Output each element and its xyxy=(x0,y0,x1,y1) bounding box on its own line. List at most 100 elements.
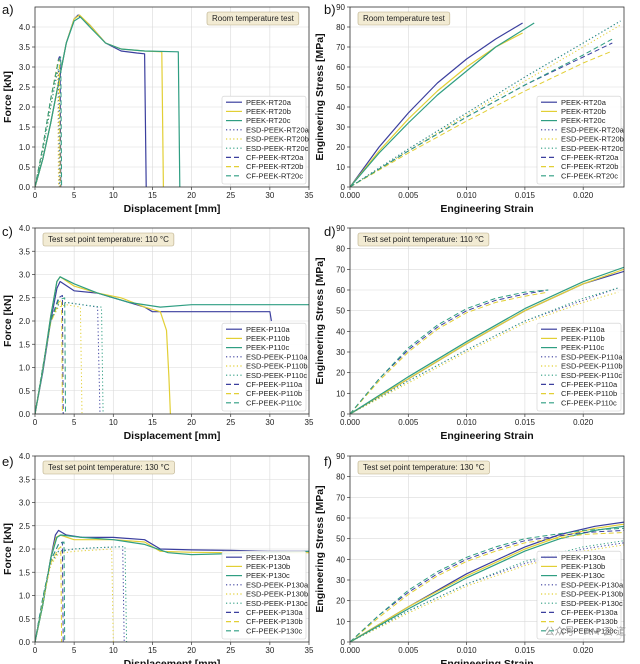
tick-label-y: 2.0 xyxy=(19,103,31,112)
panel-label: a) xyxy=(2,2,14,17)
tick-label-y: 4.0 xyxy=(19,224,31,233)
condition-text: Room temperature test xyxy=(212,14,295,23)
condition-box: Test set point temperature: 110 °C xyxy=(42,232,175,247)
legend-entry: ESD-PEEK-P110c xyxy=(246,371,307,380)
legend: PEEK-P110aPEEK-P110bPEEK-P110cESD-PEEK-P… xyxy=(221,322,308,412)
tick-label-x: 30 xyxy=(265,418,274,427)
condition-box: Test set point temperature: 110 °C xyxy=(357,232,490,247)
series-line-peek-rt20c xyxy=(35,16,181,187)
series-group xyxy=(35,529,309,642)
tick-label-x: 15 xyxy=(148,191,157,200)
legend-entry: PEEK-P130c xyxy=(246,571,290,580)
tick-label-y: 0.5 xyxy=(19,615,31,624)
legend-box xyxy=(221,550,307,640)
tick-label-y: 40 xyxy=(336,327,345,336)
tick-label-x: 15 xyxy=(148,418,157,427)
tick-label-y: 40 xyxy=(336,103,345,112)
plot-frame xyxy=(349,6,625,188)
tick-label-y: 3.5 xyxy=(19,475,31,484)
series-line-cf-peek-p130b xyxy=(350,532,624,642)
tick-label-x: 10 xyxy=(109,646,118,655)
legend: PEEK-RT20aPEEK-RT20bPEEK-RT20cESD-PEEK-R… xyxy=(536,95,625,185)
panel-label: f) xyxy=(324,454,332,469)
tick-label-x: 30 xyxy=(265,646,274,655)
tick-label-x: 0.020 xyxy=(573,646,594,655)
tick-label-x: 35 xyxy=(305,646,314,655)
x-axis-label: Engineering Strain xyxy=(440,658,533,664)
legend-entry: CF-PEEK-RT20a xyxy=(246,153,304,162)
tick-label-y: 0.0 xyxy=(19,638,31,647)
tick-label-x: 20 xyxy=(187,191,196,200)
chart-panel-b: b) 0.000 0.005 0.010 0.015 0.020 0 10 20 30 40 50 60… xyxy=(314,2,625,215)
condition-text: Test set point temperature: 110 °C xyxy=(48,235,169,244)
legend-entry: ESD-PEEK-P110a xyxy=(246,352,308,361)
tick-label-y: 0 xyxy=(341,638,346,647)
legend-entry: PEEK-P130a xyxy=(561,553,606,562)
legend-entry: CF-PEEK-RT20b xyxy=(561,162,618,171)
legend-entry: ESD-PEEK-P130c xyxy=(246,599,308,608)
tick-label-y: 80 xyxy=(336,473,345,482)
series-line-cf-peek-p110c xyxy=(35,297,66,414)
tick-label-x: 0.015 xyxy=(515,191,536,200)
tick-label-y: 50 xyxy=(336,307,345,316)
series-line-cf-peek-p110b xyxy=(350,291,549,414)
legend-entry: PEEK-RT20b xyxy=(561,107,606,116)
series-line-esd-peek-rt20c xyxy=(350,20,621,187)
series-group xyxy=(350,266,624,414)
condition-box-bg xyxy=(357,232,490,247)
tick-label-x: 0.015 xyxy=(515,418,536,427)
tick-label-x: 0.020 xyxy=(573,191,594,200)
tick-label-y: 50 xyxy=(336,83,345,92)
series-line-peek-p130b xyxy=(350,523,624,642)
tick-label-x: 0.015 xyxy=(515,646,536,655)
y-axis-label: Force [kN] xyxy=(2,523,14,575)
tick-label-x: 0.000 xyxy=(340,191,361,200)
legend-entry: CF-PEEK-RT20c xyxy=(246,171,303,180)
plot-frame xyxy=(34,455,310,643)
legend-entry: CF-PEEK-P130b xyxy=(561,617,618,626)
tick-label-y: 2.0 xyxy=(19,317,31,326)
tick-label-x: 0.005 xyxy=(398,646,419,655)
series-line-cf-peek-p130c xyxy=(350,527,624,642)
series-line-peek-rt20c xyxy=(350,22,535,187)
legend-entry: ESD-PEEK-P110a xyxy=(561,352,623,361)
legend: PEEK-P110aPEEK-P110bPEEK-P110cESD-PEEK-P… xyxy=(536,322,623,412)
tick-label-x: 25 xyxy=(226,646,235,655)
series-line-peek-p130c xyxy=(350,525,624,642)
tick-label-x: 0.005 xyxy=(398,418,419,427)
series-line-cf-peek-rt20b xyxy=(350,50,613,187)
tick-label-y: 10 xyxy=(336,163,345,172)
tick-label-y: 3.5 xyxy=(19,43,31,52)
condition-box: Test set point temperature: 130 °C xyxy=(357,460,490,475)
series-group xyxy=(350,20,621,187)
legend-entry: ESD-PEEK-RT20a xyxy=(561,125,625,134)
tick-label-y: 70 xyxy=(336,43,345,52)
tick-label-x: 35 xyxy=(305,191,314,200)
legend: PEEK-RT20aPEEK-RT20bPEEK-RT20cESD-PEEK-R… xyxy=(221,95,310,185)
tick-label-y: 0.5 xyxy=(19,163,31,172)
tick-label-y: 2.0 xyxy=(19,545,31,554)
condition-box: Test set point temperature: 130 °C xyxy=(42,460,175,475)
condition-text: Room temperature test xyxy=(363,14,446,23)
tick-label-x: 20 xyxy=(187,418,196,427)
panel-label: d) xyxy=(324,224,336,239)
legend-entry: CF-PEEK-P130a xyxy=(246,608,304,617)
tick-label-y: 60 xyxy=(336,514,345,523)
tick-label-x: 0.010 xyxy=(457,191,478,200)
panel-label: e) xyxy=(2,454,14,469)
series-line-peek-p110b xyxy=(350,268,624,414)
tick-label-x: 0.005 xyxy=(398,191,419,200)
series-line-cf-peek-rt20c xyxy=(35,56,63,187)
condition-text: Test set point temperature: 110 °C xyxy=(363,235,484,244)
legend-entry: ESD-PEEK-P130a xyxy=(246,580,309,589)
series-line-esd-peek-p110b xyxy=(350,291,619,414)
legend-entry: ESD-PEEK-RT20a xyxy=(246,125,310,134)
legend-entry: ESD-PEEK-RT20c xyxy=(246,144,309,153)
legend-entry: PEEK-P130c xyxy=(561,571,605,580)
watermark: 公众号 · AM 云 道 xyxy=(544,627,626,638)
condition-text: Test set point temperature: 130 °C xyxy=(48,463,170,472)
tick-label-y: 1.5 xyxy=(19,340,31,349)
tick-label-x: 10 xyxy=(109,191,118,200)
condition-box-bg xyxy=(357,11,451,26)
legend-entry: CF-PEEK-RT20a xyxy=(561,153,619,162)
